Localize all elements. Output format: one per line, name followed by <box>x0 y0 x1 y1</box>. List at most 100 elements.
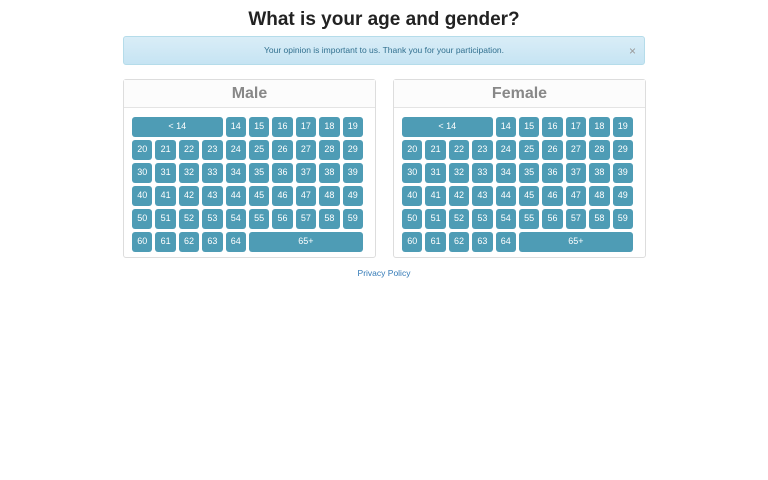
age-button[interactable]: 30 <box>402 163 423 183</box>
age-button[interactable]: 34 <box>495 163 516 183</box>
age-button[interactable]: 65+ <box>248 232 363 252</box>
age-button[interactable]: 65+ <box>518 232 633 252</box>
age-button[interactable]: 62 <box>448 232 470 252</box>
age-button[interactable]: 23 <box>472 140 493 160</box>
age-button[interactable]: 42 <box>178 186 200 206</box>
age-button[interactable]: 22 <box>178 140 200 160</box>
age-button[interactable]: 15 <box>518 117 540 137</box>
age-button[interactable]: 24 <box>495 140 516 160</box>
age-button[interactable]: 52 <box>448 209 470 229</box>
age-button[interactable]: 46 <box>542 186 563 206</box>
age-button[interactable]: 45 <box>518 186 540 206</box>
age-button[interactable]: 56 <box>272 209 293 229</box>
age-button[interactable]: 45 <box>248 186 270 206</box>
age-button[interactable]: 33 <box>202 163 223 183</box>
age-button[interactable]: 59 <box>342 209 363 229</box>
age-button[interactable]: 35 <box>248 163 270 183</box>
age-button[interactable]: 20 <box>132 140 153 160</box>
age-button[interactable]: 54 <box>225 209 246 229</box>
age-button[interactable]: 50 <box>132 209 153 229</box>
age-button[interactable]: 46 <box>272 186 293 206</box>
age-button[interactable]: 49 <box>342 186 363 206</box>
age-button[interactable]: 61 <box>155 232 176 252</box>
age-button[interactable]: 41 <box>425 186 446 206</box>
age-button[interactable]: 39 <box>612 163 633 183</box>
age-button[interactable]: 29 <box>612 140 633 160</box>
age-button[interactable]: 64 <box>225 232 246 252</box>
age-button[interactable]: 23 <box>202 140 223 160</box>
age-button[interactable]: 58 <box>319 209 340 229</box>
age-button[interactable]: 40 <box>132 186 153 206</box>
age-button[interactable]: 31 <box>425 163 446 183</box>
age-button[interactable]: 40 <box>402 186 423 206</box>
age-button[interactable]: 31 <box>155 163 176 183</box>
age-button[interactable]: 19 <box>342 117 363 137</box>
age-button[interactable]: 24 <box>225 140 246 160</box>
age-button[interactable]: 48 <box>319 186 340 206</box>
age-button[interactable]: 58 <box>589 209 610 229</box>
age-button[interactable]: 17 <box>295 117 317 137</box>
privacy-link[interactable]: Privacy Policy <box>357 268 411 278</box>
age-button[interactable]: 51 <box>155 209 176 229</box>
age-button[interactable]: 28 <box>589 140 610 160</box>
age-button[interactable]: < 14 <box>402 117 493 137</box>
age-button[interactable]: 42 <box>448 186 470 206</box>
age-button[interactable]: 37 <box>295 163 317 183</box>
age-button[interactable]: 62 <box>178 232 200 252</box>
age-button[interactable]: 56 <box>542 209 563 229</box>
age-button[interactable]: 36 <box>542 163 563 183</box>
age-button[interactable]: 57 <box>565 209 587 229</box>
age-button[interactable]: 60 <box>402 232 423 252</box>
age-button[interactable]: 38 <box>319 163 340 183</box>
age-button[interactable]: 18 <box>319 117 340 137</box>
age-button[interactable]: 52 <box>178 209 200 229</box>
age-button[interactable]: 64 <box>495 232 516 252</box>
age-button[interactable]: 30 <box>132 163 153 183</box>
age-button[interactable]: 43 <box>472 186 493 206</box>
age-button[interactable]: 36 <box>272 163 293 183</box>
age-button[interactable]: 47 <box>295 186 317 206</box>
age-button[interactable]: 55 <box>518 209 540 229</box>
age-button[interactable]: 44 <box>225 186 246 206</box>
age-button[interactable]: 48 <box>589 186 610 206</box>
age-button[interactable]: 47 <box>565 186 587 206</box>
age-button[interactable]: 25 <box>248 140 270 160</box>
age-button[interactable]: 26 <box>272 140 293 160</box>
age-button[interactable]: 35 <box>518 163 540 183</box>
age-button[interactable]: 57 <box>295 209 317 229</box>
age-button[interactable]: 49 <box>612 186 633 206</box>
age-button[interactable]: 63 <box>472 232 493 252</box>
age-button[interactable]: 54 <box>495 209 516 229</box>
age-button[interactable]: 20 <box>402 140 423 160</box>
age-button[interactable]: 16 <box>272 117 293 137</box>
age-button[interactable]: 55 <box>248 209 270 229</box>
age-button[interactable]: 39 <box>342 163 363 183</box>
age-button[interactable]: 37 <box>565 163 587 183</box>
age-button[interactable]: 44 <box>495 186 516 206</box>
age-button[interactable]: 32 <box>448 163 470 183</box>
age-button[interactable]: 38 <box>589 163 610 183</box>
age-button[interactable]: 50 <box>402 209 423 229</box>
age-button[interactable]: 34 <box>225 163 246 183</box>
age-button[interactable]: 41 <box>155 186 176 206</box>
age-button[interactable]: 25 <box>518 140 540 160</box>
age-button[interactable]: 27 <box>565 140 587 160</box>
age-button[interactable]: 33 <box>472 163 493 183</box>
age-button[interactable]: < 14 <box>132 117 223 137</box>
age-button[interactable]: 63 <box>202 232 223 252</box>
close-button[interactable]: × <box>628 44 636 58</box>
age-button[interactable]: 19 <box>612 117 633 137</box>
age-button[interactable]: 32 <box>178 163 200 183</box>
age-button[interactable]: 14 <box>495 117 516 137</box>
age-button[interactable]: 17 <box>565 117 587 137</box>
age-button[interactable]: 27 <box>295 140 317 160</box>
age-button[interactable]: 21 <box>425 140 446 160</box>
age-button[interactable]: 53 <box>472 209 493 229</box>
age-button[interactable]: 15 <box>248 117 270 137</box>
age-button[interactable]: 53 <box>202 209 223 229</box>
age-button[interactable]: 29 <box>342 140 363 160</box>
age-button[interactable]: 26 <box>542 140 563 160</box>
age-button[interactable]: 22 <box>448 140 470 160</box>
age-button[interactable]: 59 <box>612 209 633 229</box>
age-button[interactable]: 51 <box>425 209 446 229</box>
